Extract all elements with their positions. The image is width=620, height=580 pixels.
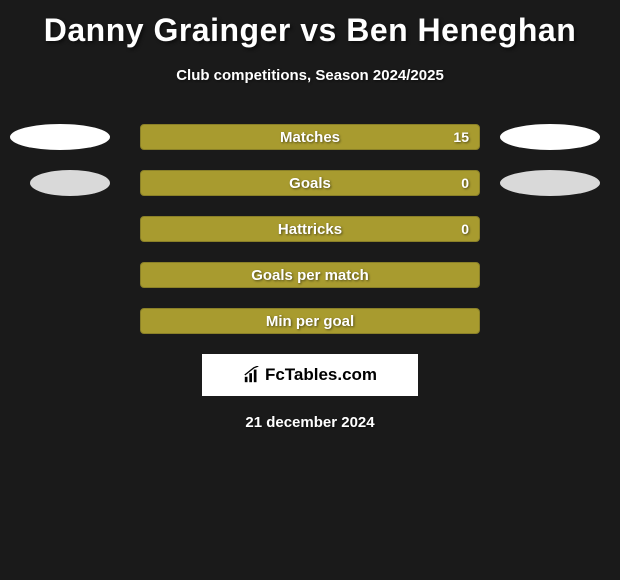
- stat-row-hattricks: Hattricks 0: [0, 216, 620, 242]
- stat-bar-min-per-goal: Min per goal: [140, 308, 480, 334]
- stat-value-matches: 15: [453, 129, 469, 145]
- stat-label-goals: Goals: [289, 175, 331, 192]
- logo-content: FcTables.com: [243, 365, 377, 385]
- season-subtitle: Club competitions, Season 2024/2025: [0, 67, 620, 84]
- stat-bar-goals: Goals 0: [140, 170, 480, 196]
- logo-box[interactable]: FcTables.com: [202, 354, 418, 396]
- ellipse-left-matches: [10, 124, 110, 150]
- stat-label-hattricks: Hattricks: [278, 221, 342, 238]
- ellipse-right-goals: [500, 170, 600, 196]
- stat-value-goals: 0: [461, 175, 469, 191]
- logo-text: FcTables.com: [265, 365, 377, 385]
- stat-bar-hattricks: Hattricks 0: [140, 216, 480, 242]
- stat-label-matches: Matches: [280, 129, 340, 146]
- date-text: 21 december 2024: [0, 414, 620, 431]
- stat-value-hattricks: 0: [461, 221, 469, 237]
- stat-bar-matches: Matches 15: [140, 124, 480, 150]
- stat-label-min-per-goal: Min per goal: [266, 313, 354, 330]
- stat-label-goals-per-match: Goals per match: [251, 267, 369, 284]
- chart-icon: [243, 366, 261, 384]
- ellipse-right-matches: [500, 124, 600, 150]
- stat-row-goals: Goals 0: [0, 170, 620, 196]
- stat-row-matches: Matches 15: [0, 124, 620, 150]
- stat-bar-goals-per-match: Goals per match: [140, 262, 480, 288]
- stat-row-min-per-goal: Min per goal: [0, 308, 620, 334]
- comparison-title: Danny Grainger vs Ben Heneghan: [0, 0, 620, 49]
- ellipse-left-goals: [30, 170, 110, 196]
- stats-container: Matches 15 Goals 0 Hattricks 0 Goals per…: [0, 124, 620, 334]
- stat-row-goals-per-match: Goals per match: [0, 262, 620, 288]
